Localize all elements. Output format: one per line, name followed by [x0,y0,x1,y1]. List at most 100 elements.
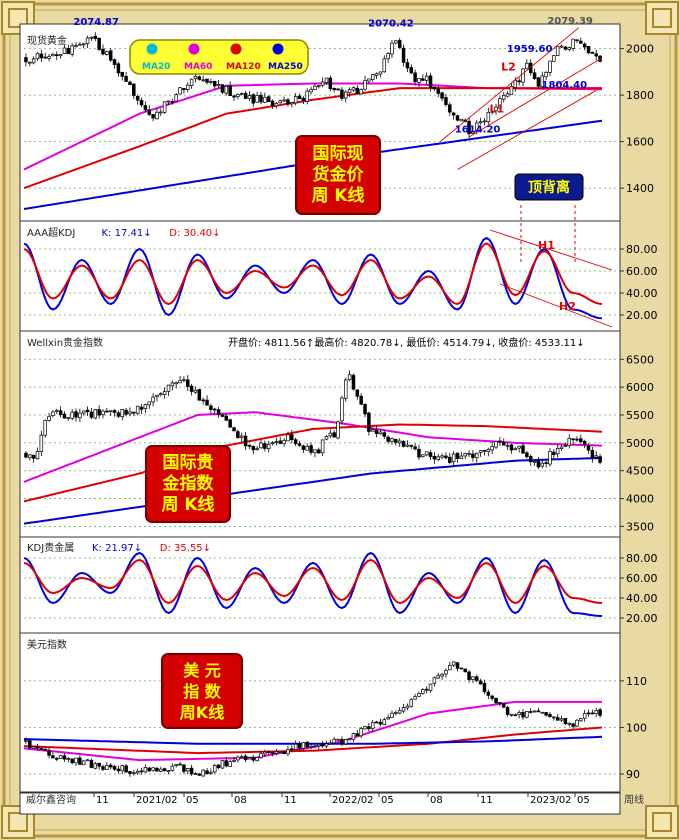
x-tick-label: 2021/02 [136,795,178,806]
candle [309,442,313,456]
candle [135,405,140,416]
candle [293,437,298,447]
ma-line-ma250 [23,735,603,745]
candle [374,720,379,724]
candle [193,772,198,775]
candle [378,71,383,78]
ohlc-summary: 开盘价: 4811.56↑ [228,336,314,349]
y-tick-label: 90 [626,768,640,781]
candle [143,101,148,112]
candle [128,80,132,86]
candle [116,61,121,77]
price-annotation: 1804.40 [542,80,588,91]
candle [101,764,105,772]
candle [259,91,263,105]
candle [552,715,556,721]
candle [70,43,74,57]
watermark-label: 威尔鑫咨询 [26,793,76,806]
price-annotation: 1959.60 [507,44,553,55]
candle [536,456,541,469]
candle [220,760,225,769]
candle [108,410,113,417]
ohlc-summary: , 最低价: 4514.79↓ [400,336,493,349]
candle [467,669,471,683]
candle [212,763,217,774]
candle [336,88,340,91]
candle [463,668,467,673]
candle [97,405,101,419]
candle [170,380,175,391]
candle [525,711,529,719]
candle [159,108,163,117]
candle [139,767,144,775]
candle [355,389,360,400]
candle [216,406,221,418]
candle [297,93,302,100]
candle [70,409,74,421]
candle [266,440,271,453]
candle [405,58,410,73]
candle [467,450,471,457]
candle [401,440,406,448]
candle [62,44,67,54]
label-box-text: 周 K线 [311,185,364,206]
candle [58,54,63,59]
ma-line-ma250 [23,456,603,525]
candle [128,771,132,777]
candle [540,460,545,469]
candle [132,769,136,776]
candle [320,77,325,88]
candle [31,746,36,749]
candle [552,54,556,62]
candle [386,51,390,63]
candle [224,414,229,421]
candle [51,752,55,759]
candle [428,450,433,460]
candle [247,91,252,102]
candle [328,75,333,92]
x-tick-label: 11 [96,795,109,806]
candle [471,676,475,683]
candle [197,75,202,81]
candle [594,450,598,460]
candle [85,35,90,49]
candle [278,99,282,104]
candle [509,443,514,454]
candle [478,450,483,457]
legend-dot-icon [272,43,284,55]
x-tick-label: 05 [577,795,590,806]
d-line [23,242,603,306]
d-line [23,558,603,605]
candle [166,770,171,775]
candle [313,744,317,749]
candle [108,48,113,63]
panel-spot_gold: 1400 1600 1800 2000 现货黄金 MA20 MA60 MA120 MA250 20… [20,16,654,262]
candle [317,743,321,750]
candle [594,707,598,718]
candle [344,738,348,746]
candle [278,437,282,445]
candle [232,756,236,763]
candle [359,88,363,95]
candle [428,72,433,92]
kdj-value-label: K: 17.41↓ [102,228,152,239]
candle [78,755,82,766]
candle [378,428,383,435]
x-tick-label: 2023/02 [530,795,572,806]
trend-line [499,283,613,328]
candle [486,689,491,700]
candle [116,765,121,774]
candle [390,437,394,445]
candle [135,768,140,775]
y-tick-label: 20.00 [626,309,658,322]
panel-title: AAA超KDJ [27,226,75,239]
candle [582,439,587,449]
candle [428,683,433,693]
candle [182,88,186,94]
candle [205,78,209,85]
legend-label: MA60 [184,62,212,72]
candle [55,51,59,61]
candle [35,52,40,61]
candle [324,77,329,85]
